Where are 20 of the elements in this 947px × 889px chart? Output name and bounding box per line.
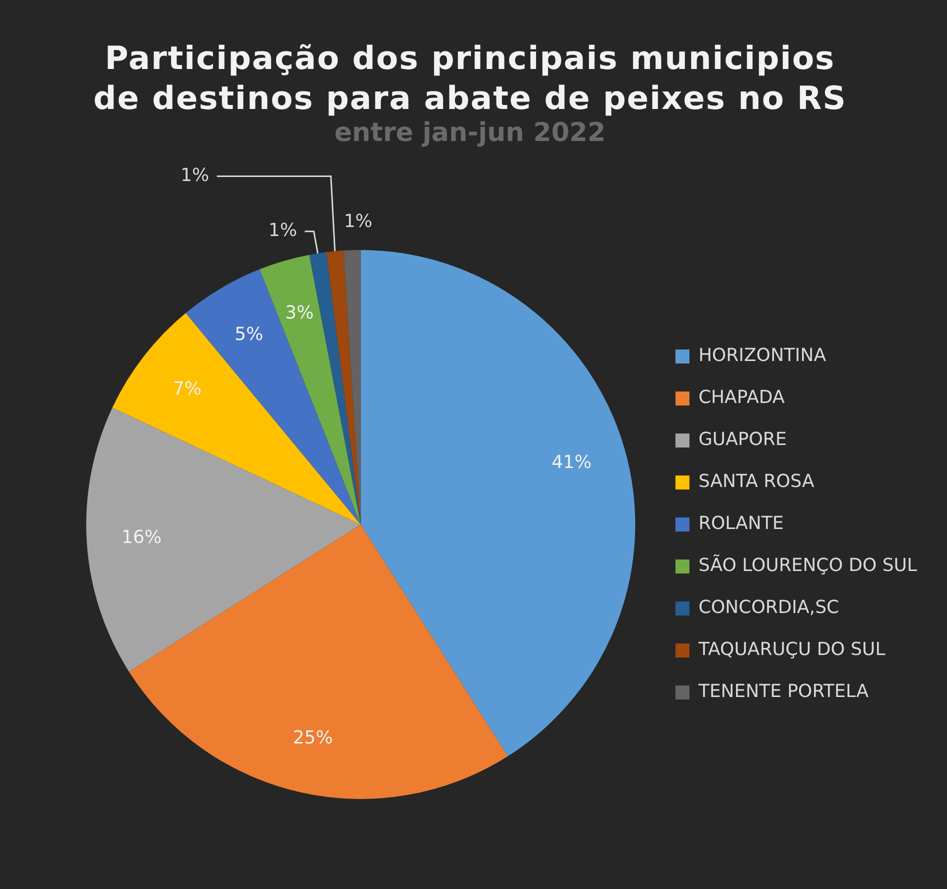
chart-title: Participação dos principais municipios de destinos para abate de peixes no RS	[92, 38, 848, 118]
legend-label: CONCORDIA,SC	[698, 597, 840, 618]
data-label: 16%	[122, 526, 162, 548]
legend-label: SANTA ROSA	[698, 471, 816, 492]
legend-label: TAQUARUÇU DO SUL	[697, 639, 886, 660]
data-label: 1%	[344, 210, 372, 232]
data-label: 3%	[285, 302, 314, 324]
legend-label: HORIZONTINA	[698, 345, 827, 366]
legend-label: TENENTE PORTELA	[697, 681, 870, 702]
data-label: 25%	[292, 727, 333, 748]
legend-label: ROLANTE	[698, 513, 784, 534]
data-label: 41%	[552, 452, 592, 473]
legend-label: GUAPORE	[698, 429, 787, 450]
data-label: 1%	[180, 164, 210, 186]
legend-label: SÃO LOURENÇO DO SUL	[698, 554, 918, 576]
data-label: 7%	[172, 378, 202, 400]
data-label: 5%	[234, 324, 264, 346]
legend-label: CHAPADA	[698, 387, 786, 408]
data-label: 1%	[268, 220, 298, 242]
chart-subtitle: entre jan-jun 2022	[333, 118, 607, 148]
